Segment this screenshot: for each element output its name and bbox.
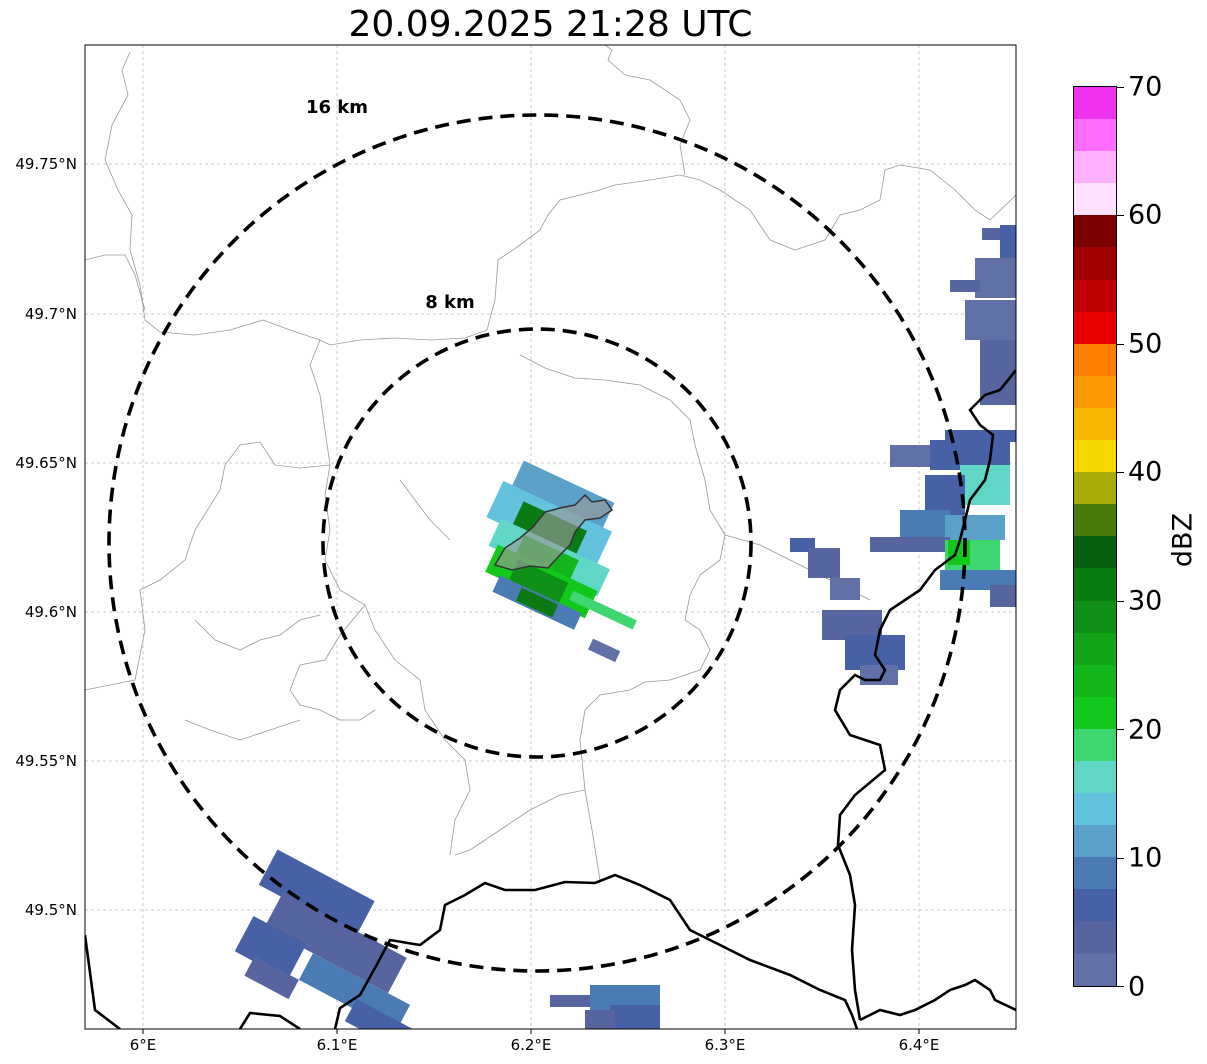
colorbar-tickmark <box>1117 601 1124 602</box>
colorbar-tick: 40 <box>1128 456 1163 488</box>
colorbar-segment <box>1074 407 1116 441</box>
colorbar-tick: 30 <box>1128 585 1163 617</box>
colorbar-segment <box>1074 889 1116 922</box>
range-ring-8km <box>321 327 753 759</box>
colorbar-segment <box>1074 215 1116 248</box>
colorbar-tickmark <box>1117 344 1124 345</box>
city-outline <box>493 493 614 571</box>
colorbar-segment <box>1074 472 1116 505</box>
colorbar-segment <box>1074 825 1116 858</box>
radar-echoes <box>234 225 1016 1029</box>
colorbar-tick: 50 <box>1128 328 1163 360</box>
lat-label: 49.6°N <box>24 603 77 621</box>
range-label-8km: 8 km <box>425 292 475 313</box>
colorbar-segment <box>1074 857 1116 890</box>
colorbar-segment <box>1074 632 1116 665</box>
colorbar-tickmark <box>1117 215 1124 216</box>
lat-label: 49.55°N <box>15 752 77 770</box>
lon-label: 6.1°E <box>316 1036 358 1054</box>
colorbar-segment <box>1074 119 1116 152</box>
lat-label: 49.7°N <box>24 305 77 323</box>
colorbar-tickmark <box>1117 87 1124 88</box>
colorbar-tick: 20 <box>1128 714 1163 746</box>
colorbar-segment <box>1074 600 1116 633</box>
lon-label: 6.3°E <box>704 1036 746 1054</box>
lat-label: 49.65°N <box>15 454 77 472</box>
lon-label: 6°E <box>129 1036 157 1054</box>
colorbar-tick: 10 <box>1128 842 1163 874</box>
lat-label: 49.5°N <box>24 901 77 919</box>
colorbar-segment <box>1074 343 1116 376</box>
colorbar-segment <box>1074 87 1116 120</box>
map-frame <box>84 44 1017 1030</box>
colorbar <box>1073 86 1117 987</box>
commune-boundaries <box>85 45 1016 881</box>
range-label-16km: 16 km <box>305 97 369 118</box>
colorbar-tick: 70 <box>1128 71 1163 103</box>
national-borders <box>85 369 1016 1029</box>
map-title: 20.09.2025 21:28 UTC <box>348 4 753 45</box>
colorbar-segment <box>1074 375 1116 408</box>
lon-label: 6.2°E <box>510 1036 552 1054</box>
colorbar-segment <box>1074 568 1116 601</box>
colorbar-segment <box>1074 760 1116 794</box>
colorbar-segment <box>1074 793 1116 826</box>
colorbar-tickmark <box>1117 472 1124 473</box>
lat-label: 49.75°N <box>15 155 77 173</box>
colorbar-tickmark <box>1117 986 1124 987</box>
colorbar-segment <box>1074 279 1116 312</box>
colorbar-tickmark <box>1117 729 1124 730</box>
lon-label: 6.4°E <box>898 1036 940 1054</box>
colorbar-segment <box>1074 728 1116 761</box>
range-ring-16km <box>107 113 967 973</box>
colorbar-segment <box>1074 183 1116 216</box>
colorbar-tick: 0 <box>1128 971 1146 1003</box>
colorbar-segment <box>1074 921 1116 954</box>
colorbar-label: dBZ <box>1167 512 1199 568</box>
colorbar-segment <box>1074 151 1116 184</box>
colorbar-tickmark <box>1117 858 1124 859</box>
colorbar-segment <box>1074 247 1116 280</box>
colorbar-segment <box>1074 311 1116 344</box>
colorbar-segment <box>1074 504 1116 537</box>
colorbar-segment <box>1074 696 1116 729</box>
colorbar-segment <box>1074 440 1116 473</box>
colorbar-segment <box>1074 664 1116 697</box>
colorbar-tick: 60 <box>1128 199 1163 231</box>
colorbar-segment <box>1074 953 1116 986</box>
colorbar-segment <box>1074 536 1116 569</box>
range-rings <box>107 113 967 973</box>
